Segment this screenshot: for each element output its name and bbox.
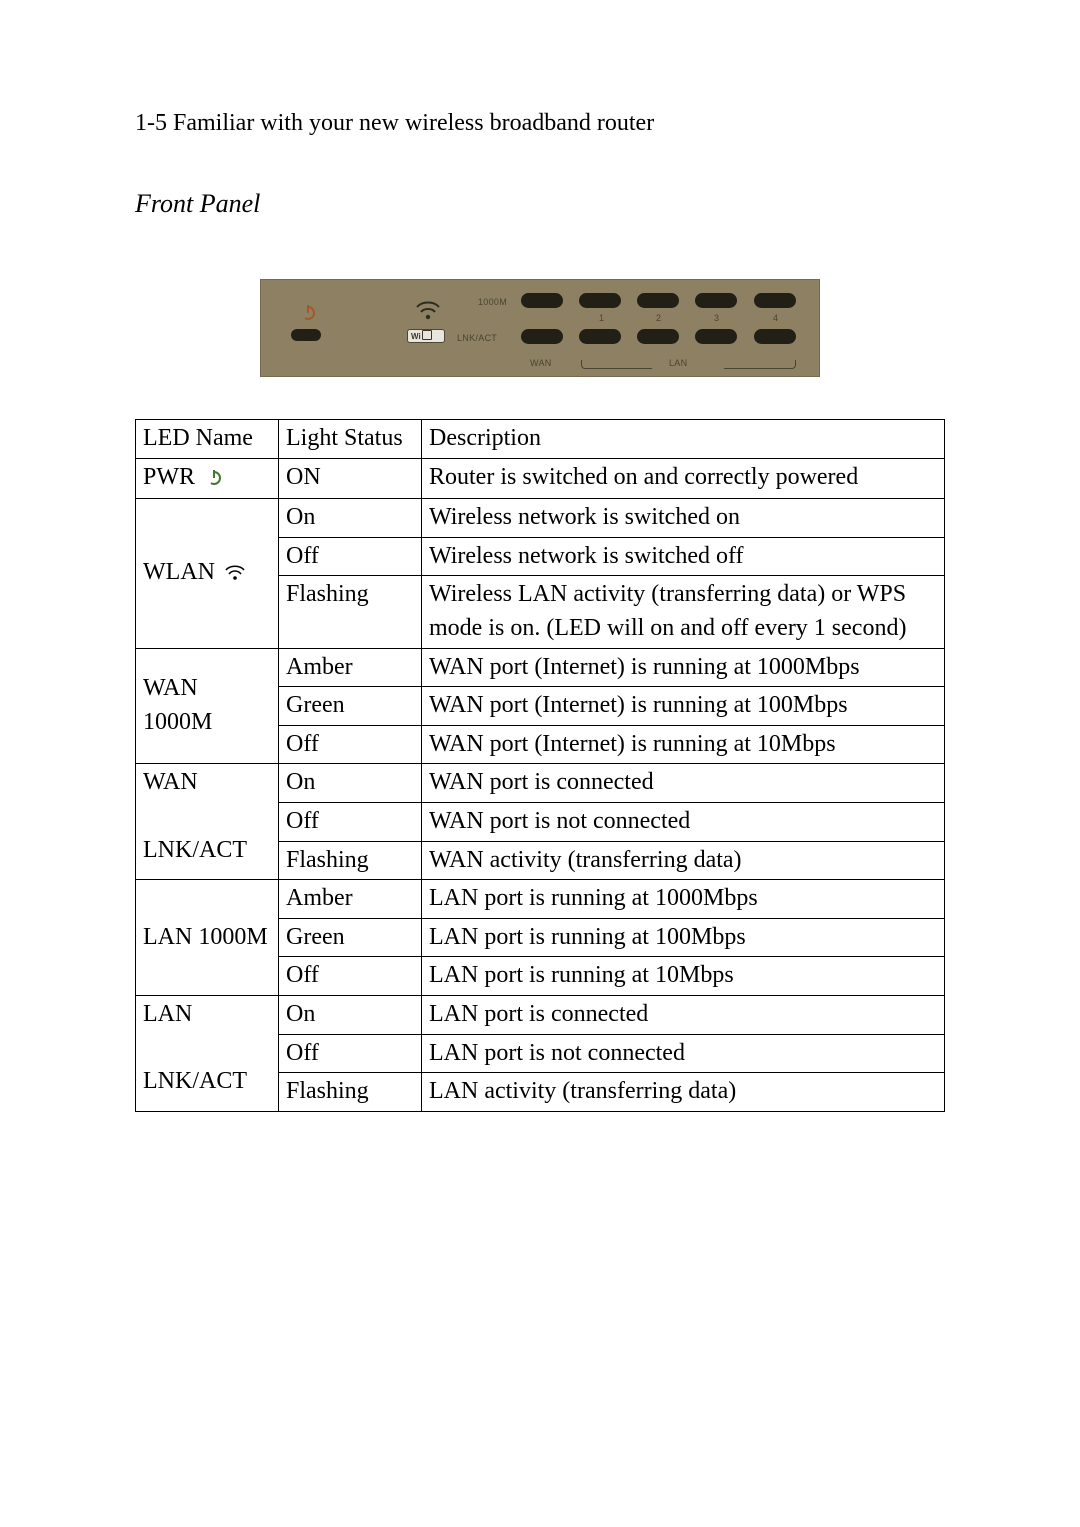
front-panel-figure: Wi 1000M LNK/ACT WAN LAN 1 2 3 4 [135, 279, 945, 377]
port-number-4: 4 [773, 313, 778, 323]
led-pill [637, 329, 679, 344]
panel-label-lnkact: LNK/ACT [457, 333, 497, 343]
cell-desc: LAN activity (transferring data) [422, 1073, 945, 1112]
led-name-text: PWR [143, 464, 195, 490]
led-pill [695, 329, 737, 344]
cell-status: Off [279, 1034, 422, 1073]
cell-status: Amber [279, 648, 422, 687]
wifi-icon [415, 299, 441, 326]
wifi-badge: Wi [407, 329, 445, 343]
cell-desc: LAN port is running at 100Mbps [422, 918, 945, 957]
led-pill [637, 293, 679, 308]
document-page: 1-5 Familiar with your new wireless broa… [0, 0, 1080, 1112]
cell-desc: WAN port (Internet) is running at 1000Mb… [422, 648, 945, 687]
led-name-text: LNK/ACT [143, 1068, 247, 1094]
led-pill [754, 329, 796, 344]
power-led [291, 329, 321, 341]
led-pill [579, 329, 621, 344]
port-number-2: 2 [656, 313, 661, 323]
cell-led-name: PWR [136, 458, 279, 499]
cell-status: Amber [279, 880, 422, 919]
port-number-1: 1 [599, 313, 604, 323]
cell-status: Off [279, 957, 422, 996]
cell-led-name: LAN LNK/ACT [136, 995, 279, 1111]
cell-desc: WAN activity (transferring data) [422, 841, 945, 880]
cell-desc: LAN port is not connected [422, 1034, 945, 1073]
power-icon [299, 303, 317, 326]
cell-status: Off [279, 537, 422, 576]
led-table: LED Name Light Status Description PWR ON… [135, 419, 945, 1112]
led-name-text: WLAN [143, 559, 215, 585]
cell-desc: LAN port is running at 1000Mbps [422, 880, 945, 919]
cell-desc: WAN port is connected [422, 764, 945, 803]
cell-status: Off [279, 725, 422, 764]
cell-led-name: LAN 1000M [136, 880, 279, 996]
cell-status: Green [279, 687, 422, 726]
led-name-text: LAN [143, 1001, 192, 1027]
col-light-status: Light Status [279, 420, 422, 459]
cell-desc: LAN port is connected [422, 995, 945, 1034]
cell-status: Off [279, 802, 422, 841]
cell-status: Green [279, 918, 422, 957]
table-row: WLAN On Wireless network is switched on [136, 499, 945, 538]
power-icon [205, 463, 223, 497]
table-row: LAN LNK/ACT On LAN port is connected [136, 995, 945, 1034]
led-pill [579, 293, 621, 308]
table-header-row: LED Name Light Status Description [136, 420, 945, 459]
col-led-name: LED Name [136, 420, 279, 459]
table-row: LAN 1000M Amber LAN port is running at 1… [136, 880, 945, 919]
led-name-text: LNK/ACT [143, 837, 247, 863]
cell-led-name: WAN LNK/ACT [136, 764, 279, 880]
cell-desc: LAN port is running at 10Mbps [422, 957, 945, 996]
cell-status: Flashing [279, 576, 422, 648]
table-row: PWR ON Router is switched on and correct… [136, 458, 945, 499]
port-number-3: 3 [714, 313, 719, 323]
panel-label-wan: WAN [530, 358, 552, 368]
led-pill [521, 329, 563, 344]
cell-desc: WAN port (Internet) is running at 100Mbp… [422, 687, 945, 726]
cell-desc: Wireless network is switched off [422, 537, 945, 576]
led-pill [695, 293, 737, 308]
cell-desc: Router is switched on and correctly powe… [422, 458, 945, 499]
cell-status: On [279, 499, 422, 538]
cell-status: ON [279, 458, 422, 499]
cell-led-name: WAN 1000M [136, 648, 279, 764]
cell-status: On [279, 764, 422, 803]
cell-desc: Wireless LAN activity (transferring data… [422, 576, 945, 648]
wifi-icon [225, 558, 245, 592]
subheading-front-panel: Front Panel [135, 189, 945, 219]
cell-desc: WAN port (Internet) is running at 10Mbps [422, 725, 945, 764]
cell-desc: Wireless network is switched on [422, 499, 945, 538]
section-heading: 1-5 Familiar with your new wireless broa… [135, 110, 945, 137]
led-pill [754, 293, 796, 308]
cell-status: On [279, 995, 422, 1034]
led-name-text: WAN [143, 769, 198, 795]
table-row: WAN 1000M Amber WAN port (Internet) is r… [136, 648, 945, 687]
cell-led-name: WLAN [136, 499, 279, 648]
cell-status: Flashing [279, 841, 422, 880]
router-front-panel: Wi 1000M LNK/ACT WAN LAN 1 2 3 4 [260, 279, 820, 377]
panel-label-1000m: 1000M [478, 297, 507, 307]
col-description: Description [422, 420, 945, 459]
led-pill [521, 293, 563, 308]
cell-desc: WAN port is not connected [422, 802, 945, 841]
table-row: WAN LNK/ACT On WAN port is connected [136, 764, 945, 803]
panel-label-lan: LAN [667, 358, 689, 368]
cell-status: Flashing [279, 1073, 422, 1112]
